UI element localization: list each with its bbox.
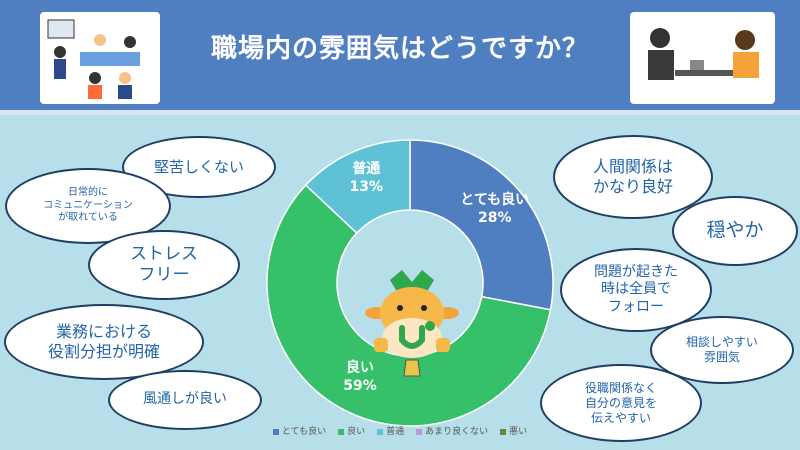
legend-swatch <box>272 428 279 435</box>
legend-item: あまり良くない <box>416 427 488 437</box>
legend-item: 悪い <box>500 427 527 437</box>
legend-label: あまり良くない <box>425 427 489 437</box>
comment-bubble: 業務における 役割分担が明確 <box>4 304 204 380</box>
legend-label: 良い <box>347 427 366 437</box>
office-meeting-illustration <box>40 12 160 104</box>
chart-legend: とても良い 良い 普通 あまり良くない 悪い <box>0 424 800 437</box>
comment-bubble: 人間関係は かなり良好 <box>553 135 713 219</box>
legend-swatch <box>500 428 507 435</box>
data-label: 普通 13% <box>350 160 384 195</box>
legend-item: 良い <box>338 427 365 437</box>
legend-swatch <box>416 428 423 435</box>
pie-slice <box>304 139 411 235</box>
comment-bubble: 風通しが良い <box>108 370 262 430</box>
legend-item: とても良い <box>272 427 327 437</box>
comment-bubble: 問題が起きた 時は全員で フォロー <box>560 248 712 332</box>
comment-bubble: 役職関係なく 自分の意見を 伝えやすい <box>540 364 702 442</box>
comment-bubble: 相談しやすい 雰囲気 <box>650 316 794 384</box>
data-label: 良い 59% <box>343 359 377 394</box>
legend-label: 普通 <box>386 427 405 437</box>
page-title: 職場内の雰囲気はどうですか？ <box>210 34 589 64</box>
header-divider <box>0 110 800 115</box>
interview-illustration <box>630 12 775 104</box>
legend-swatch <box>338 428 345 435</box>
comment-bubble: ストレス フリー <box>88 230 240 300</box>
comment-bubble: 穏やか <box>672 196 798 266</box>
data-label: とても良い 28% <box>460 191 529 226</box>
legend-item: 普通 <box>377 427 404 437</box>
donut-chart: とても良い 28% 良い 59% 普通 13% <box>266 139 554 427</box>
pie-slice <box>409 139 554 311</box>
legend-label: 悪い <box>509 427 528 437</box>
legend-swatch <box>377 428 384 435</box>
cow-mascot-illustration <box>365 270 459 377</box>
legend-label: とても良い <box>281 427 327 437</box>
